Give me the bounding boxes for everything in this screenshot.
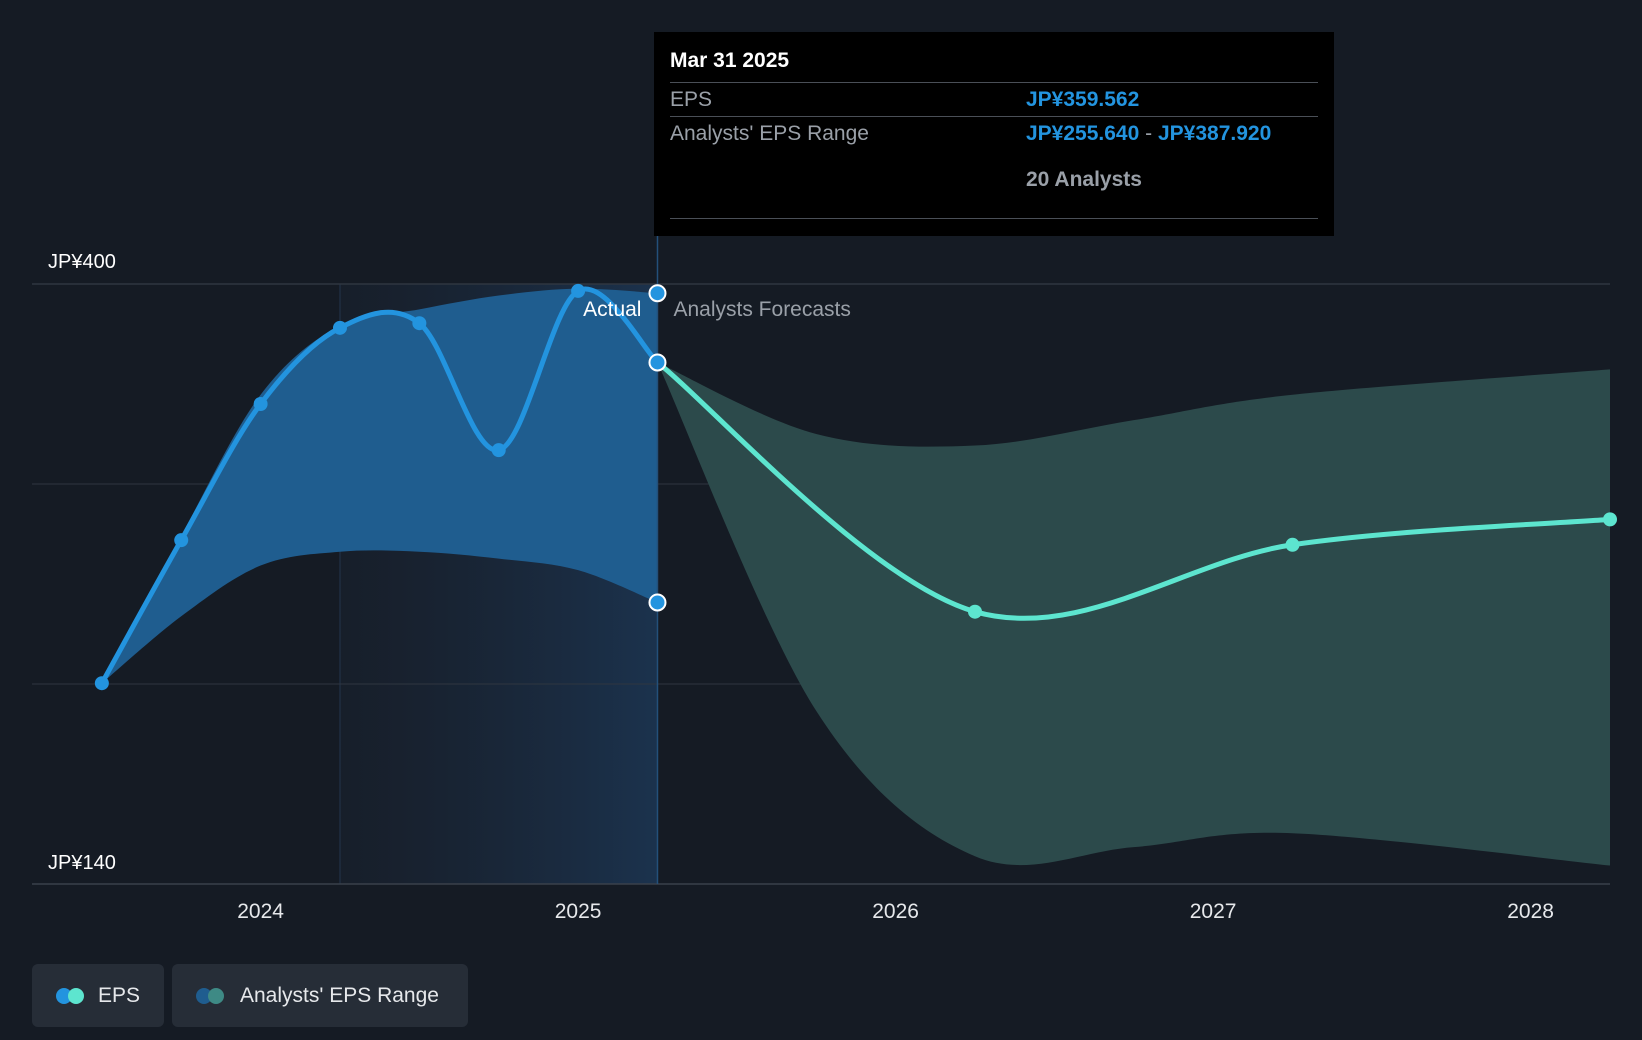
tooltip-range-high: JP¥387.920 bbox=[1157, 122, 1272, 145]
x-tick-label: 2024 bbox=[237, 900, 284, 923]
tooltip-range-separator: - bbox=[1145, 122, 1153, 145]
x-tick-label: 2025 bbox=[555, 900, 602, 923]
tooltip-date: Mar 31 2025 bbox=[670, 49, 790, 72]
eps-range-high-point bbox=[648, 284, 667, 303]
tooltip-divider bbox=[670, 218, 1318, 219]
eps-forecast-point bbox=[967, 604, 982, 619]
eps-actual-point bbox=[94, 676, 109, 691]
legend-range-label: Analysts' EPS Range bbox=[240, 983, 439, 1007]
eps-selected-point bbox=[648, 353, 667, 372]
eps-actual-point bbox=[571, 283, 586, 298]
x-tick-label: 2028 bbox=[1507, 900, 1554, 923]
tooltip-range-label: Analysts' EPS Range bbox=[670, 122, 869, 145]
tooltip-range-value: JP¥255.640 - JP¥387.920 bbox=[1026, 117, 1271, 151]
tooltip-eps-value: JP¥359.562 bbox=[1026, 88, 1140, 111]
tooltip-range-low: JP¥255.640 bbox=[1026, 122, 1140, 145]
actual-label: Actual bbox=[583, 298, 641, 321]
tooltip-range-row: Analysts' EPS Range JP¥255.640 - JP¥387.… bbox=[670, 116, 1318, 151]
forecast-label: Analysts Forecasts bbox=[673, 298, 850, 321]
eps-actual-point bbox=[332, 320, 347, 335]
y-tick-label-top: JP¥400 bbox=[48, 251, 116, 273]
eps-forecast-point bbox=[1285, 537, 1300, 552]
x-tick-label: 2026 bbox=[872, 900, 919, 923]
eps-range-low-point bbox=[648, 593, 667, 612]
x-tick-label: 2027 bbox=[1190, 900, 1237, 923]
eps-actual-point bbox=[412, 316, 427, 331]
actual-eps-range-band bbox=[101, 288, 658, 684]
tooltip-eps-label: EPS bbox=[670, 88, 713, 111]
eps-forecast-point bbox=[1603, 512, 1617, 527]
eps-forecast-line bbox=[654, 359, 1613, 621]
legend-eps[interactable]: EPS bbox=[32, 964, 164, 1027]
eps-legend-icon bbox=[56, 987, 84, 1004]
tooltip-eps-row: EPS JP¥359.562 bbox=[670, 82, 1318, 117]
legend-eps-label: EPS bbox=[97, 983, 140, 1007]
eps-actual-point bbox=[491, 443, 506, 458]
legend-range[interactable]: Analysts' EPS Range bbox=[172, 964, 468, 1027]
y-tick-label-bottom: JP¥140 bbox=[48, 852, 116, 874]
range-legend-icon bbox=[196, 987, 226, 1004]
eps-actual-point bbox=[253, 397, 268, 411]
eps-actual-point bbox=[174, 533, 189, 548]
eps-actual-line bbox=[99, 286, 660, 686]
forecast-eps-range-band bbox=[657, 362, 1610, 866]
tooltip-analyst-count: 20 Analysts bbox=[1026, 168, 1142, 191]
tooltip: Mar 31 2025 EPS JP¥359.562 Analysts' EPS… bbox=[654, 32, 1334, 236]
